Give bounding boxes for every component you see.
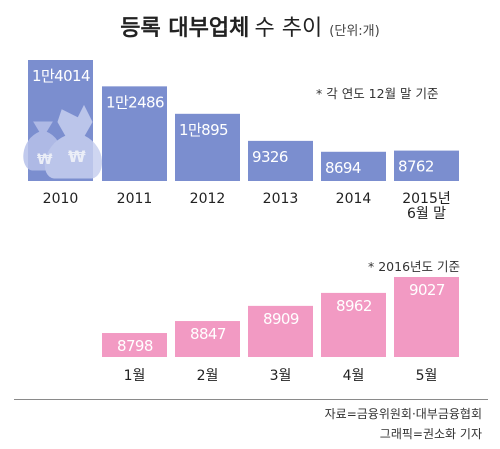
note-monthly: * 2016년도 기준 — [368, 259, 461, 274]
bar-month-1 — [175, 321, 240, 357]
category-label-year-4: 2014 — [336, 191, 372, 207]
graphic-credit: 그래픽=권소화 기자 — [379, 427, 482, 441]
category-label-month-4: 5월 — [416, 368, 438, 384]
category-label-month-2: 3월 — [270, 368, 292, 384]
value-label-year-5: 8762 — [398, 158, 434, 176]
title-bold: 등록 대부업체 — [120, 16, 250, 41]
value-label-month-3: 8962 — [336, 297, 372, 315]
category-label-year-2: 2012 — [190, 191, 226, 207]
bar-month-0 — [102, 333, 167, 357]
category-label-month-3: 4월 — [343, 368, 365, 384]
value-label-year-3: 9326 — [252, 148, 288, 166]
bar-month-2 — [248, 305, 313, 357]
bar-year-2 — [175, 113, 240, 181]
note-yearly: * 각 연도 12월 말 기준 — [316, 86, 439, 101]
divider — [14, 399, 488, 400]
category-label-year-0: 2010 — [43, 191, 79, 207]
title-unit: (단위:개) — [329, 24, 380, 39]
svg-text:₩: ₩ — [37, 152, 53, 168]
value-label-month-2: 8909 — [263, 310, 299, 328]
bar-month-3 — [321, 292, 386, 357]
value-label-month-1: 8847 — [190, 325, 226, 343]
value-label-year-0: 1만4014 — [32, 67, 90, 85]
svg-text:₩: ₩ — [68, 147, 86, 166]
bar-month-4 — [394, 277, 459, 357]
value-label-year-1: 1만2486 — [106, 93, 164, 111]
category-label-year-1: 2011 — [117, 191, 153, 207]
chart-title: 등록 대부업체 수 추이 (단위:개) — [0, 10, 500, 42]
bar-year-5 — [394, 150, 459, 181]
source-credit: 자료=금융위원회·대부금융협회 — [324, 407, 482, 421]
bar-year-1 — [102, 86, 167, 181]
category-label-month-1: 2월 — [197, 368, 219, 384]
title-light: 수 추이 — [254, 16, 323, 41]
value-label-year-4: 8694 — [325, 159, 361, 177]
value-label-year-2: 1만895 — [179, 121, 228, 139]
category-label-year-3: 2013 — [263, 191, 299, 207]
bar-year-3 — [248, 140, 313, 181]
value-label-month-0: 8798 — [117, 337, 153, 355]
category-label-month-0: 1월 — [124, 368, 146, 384]
value-label-month-4: 9027 — [409, 281, 445, 299]
money-bag-icon: ₩ ₩ — [23, 104, 103, 179]
category-label-year-5: 2015년 6월 말 — [402, 191, 451, 222]
bar-year-4 — [321, 151, 386, 181]
